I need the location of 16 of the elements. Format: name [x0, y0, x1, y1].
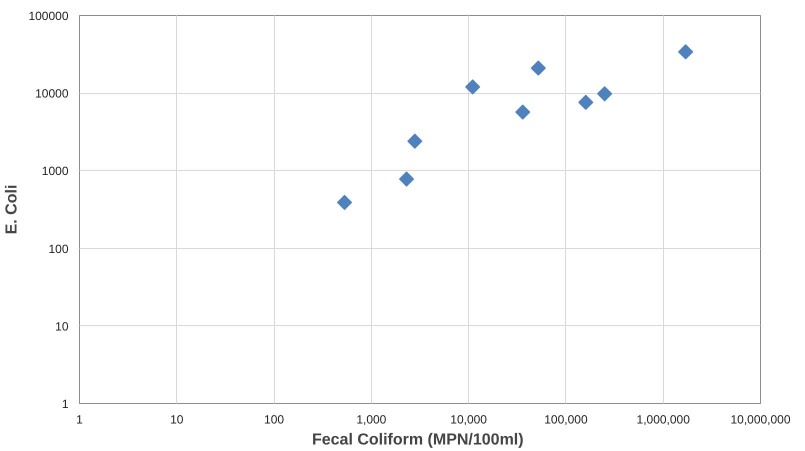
x-tick-label: 1: [76, 412, 84, 426]
x-tick-label: 1,000: [356, 412, 387, 426]
y-tick-label: 100000: [28, 9, 69, 23]
x-tick-label: 10,000: [450, 412, 488, 426]
x-tick-label: 10: [170, 412, 184, 426]
x-axis-title: Fecal Coliform (MPN/100ml): [312, 432, 524, 448]
y-tick-label: 10000: [35, 86, 69, 101]
y-tick-label: 1000: [42, 164, 69, 178]
y-axis-title: E. Coli: [3, 184, 20, 234]
x-tick-label: 100,000: [544, 412, 588, 426]
x-tick-label: 100: [264, 412, 284, 426]
x-tick-label: 1,000,000: [636, 412, 690, 426]
x-tick-label: 10,000,000: [730, 412, 791, 426]
y-tick-label: 1: [62, 397, 69, 411]
y-tick-label: 100: [48, 242, 69, 256]
y-tick-label: 10: [55, 319, 69, 334]
